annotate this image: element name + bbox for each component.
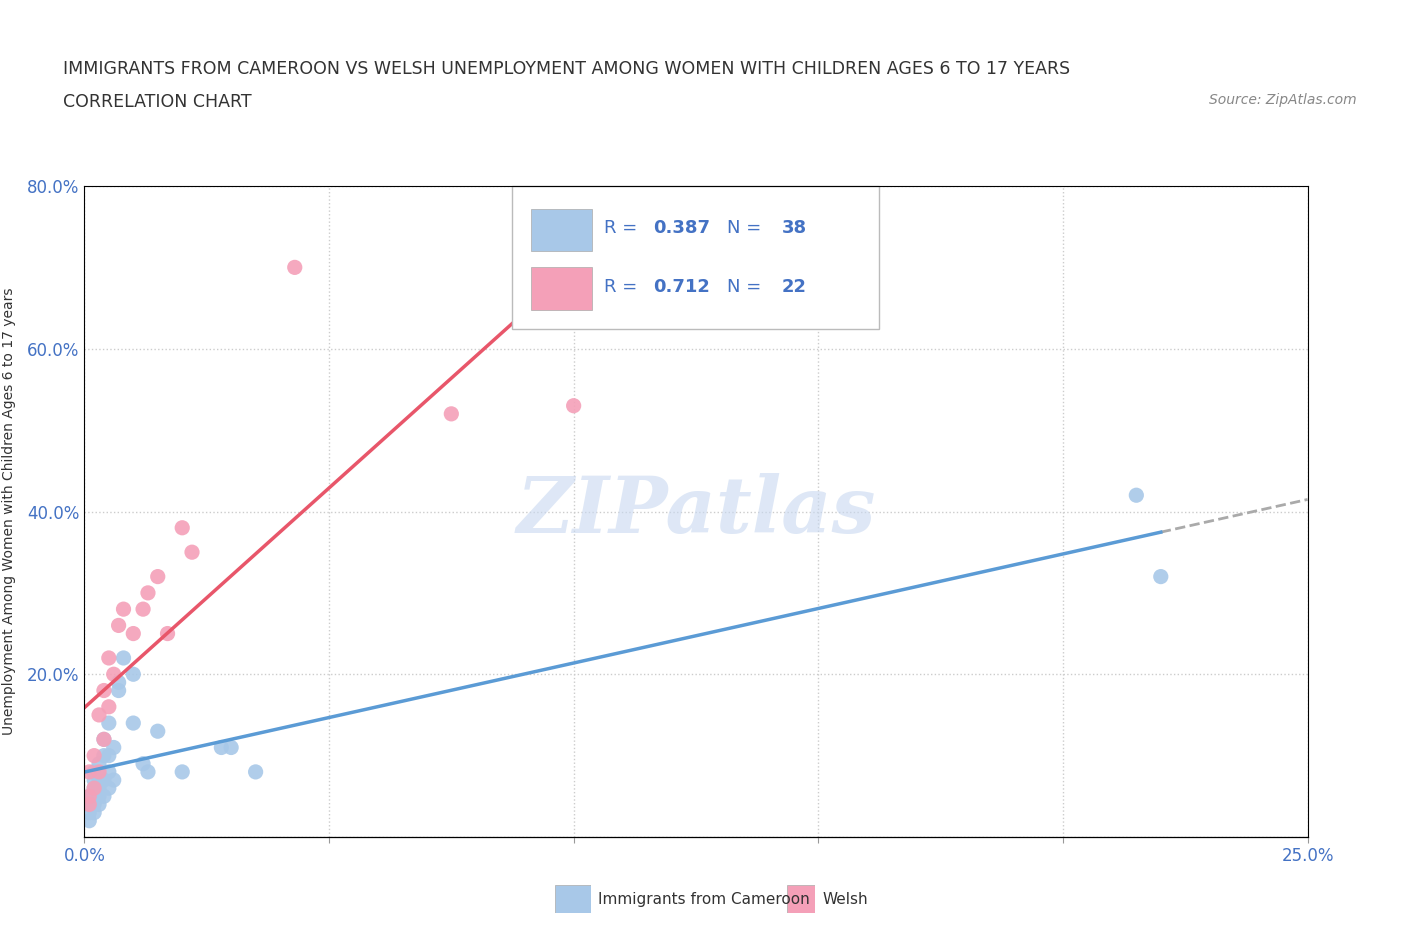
Point bbox=[1150, 569, 1173, 584]
Text: N =: N = bbox=[727, 219, 766, 237]
Point bbox=[93, 748, 115, 763]
Point bbox=[97, 781, 120, 796]
Y-axis label: Unemployment Among Women with Children Ages 6 to 17 years: Unemployment Among Women with Children A… bbox=[1, 287, 15, 736]
Point bbox=[181, 545, 204, 560]
Point bbox=[103, 667, 125, 682]
Text: 22: 22 bbox=[782, 278, 807, 296]
Point bbox=[77, 797, 100, 812]
Point bbox=[97, 764, 120, 779]
FancyBboxPatch shape bbox=[531, 268, 592, 310]
Text: Welsh: Welsh bbox=[823, 892, 868, 907]
Point bbox=[83, 781, 105, 796]
Point bbox=[136, 586, 159, 601]
Point bbox=[146, 724, 169, 738]
Point bbox=[97, 699, 120, 714]
Point bbox=[83, 797, 105, 812]
FancyBboxPatch shape bbox=[787, 885, 815, 913]
Text: Source: ZipAtlas.com: Source: ZipAtlas.com bbox=[1209, 93, 1357, 107]
Point bbox=[83, 805, 105, 820]
Point bbox=[87, 708, 110, 723]
Point bbox=[172, 521, 194, 536]
Point bbox=[112, 602, 135, 617]
Point bbox=[122, 667, 145, 682]
Point bbox=[83, 764, 105, 779]
Point bbox=[87, 756, 110, 771]
FancyBboxPatch shape bbox=[531, 209, 592, 251]
Text: 0.387: 0.387 bbox=[654, 219, 710, 237]
Point bbox=[209, 740, 232, 755]
Point bbox=[245, 764, 267, 779]
Point bbox=[107, 684, 129, 698]
Point bbox=[97, 716, 120, 731]
Point bbox=[77, 805, 100, 820]
Point bbox=[107, 618, 129, 633]
Point bbox=[562, 398, 585, 413]
Text: 0.712: 0.712 bbox=[654, 278, 710, 296]
Point bbox=[97, 748, 120, 763]
Point bbox=[122, 716, 145, 731]
Point bbox=[440, 406, 463, 421]
Point bbox=[107, 675, 129, 690]
Point bbox=[83, 748, 105, 763]
Point bbox=[87, 797, 110, 812]
Point bbox=[146, 569, 169, 584]
Text: R =: R = bbox=[605, 219, 643, 237]
Point bbox=[77, 789, 100, 804]
Point bbox=[87, 764, 110, 779]
Text: 38: 38 bbox=[782, 219, 807, 237]
Point bbox=[87, 789, 110, 804]
Point bbox=[93, 732, 115, 747]
FancyBboxPatch shape bbox=[513, 186, 880, 329]
Point bbox=[103, 773, 125, 788]
Point bbox=[77, 764, 100, 779]
Point bbox=[77, 797, 100, 812]
Point bbox=[83, 781, 105, 796]
Point bbox=[132, 602, 155, 617]
Point bbox=[219, 740, 242, 755]
Point bbox=[83, 773, 105, 788]
Text: N =: N = bbox=[727, 278, 766, 296]
Point bbox=[93, 773, 115, 788]
Point bbox=[87, 781, 110, 796]
Point bbox=[93, 684, 115, 698]
Text: IMMIGRANTS FROM CAMEROON VS WELSH UNEMPLOYMENT AMONG WOMEN WITH CHILDREN AGES 6 : IMMIGRANTS FROM CAMEROON VS WELSH UNEMPL… bbox=[63, 60, 1070, 78]
Text: Immigrants from Cameroon: Immigrants from Cameroon bbox=[598, 892, 810, 907]
Point bbox=[122, 626, 145, 641]
Point bbox=[156, 626, 179, 641]
Point bbox=[77, 813, 100, 829]
Text: ZIPatlas: ZIPatlas bbox=[516, 473, 876, 550]
Text: R =: R = bbox=[605, 278, 643, 296]
Point bbox=[87, 773, 110, 788]
FancyBboxPatch shape bbox=[555, 885, 591, 913]
Point bbox=[284, 260, 307, 275]
Point bbox=[77, 789, 100, 804]
Point bbox=[97, 651, 120, 666]
Point bbox=[1125, 488, 1147, 503]
Point bbox=[103, 740, 125, 755]
Point bbox=[132, 756, 155, 771]
Point bbox=[112, 651, 135, 666]
Point bbox=[172, 764, 194, 779]
Point bbox=[93, 789, 115, 804]
Point bbox=[93, 732, 115, 747]
Point bbox=[136, 764, 159, 779]
Text: CORRELATION CHART: CORRELATION CHART bbox=[63, 93, 252, 111]
